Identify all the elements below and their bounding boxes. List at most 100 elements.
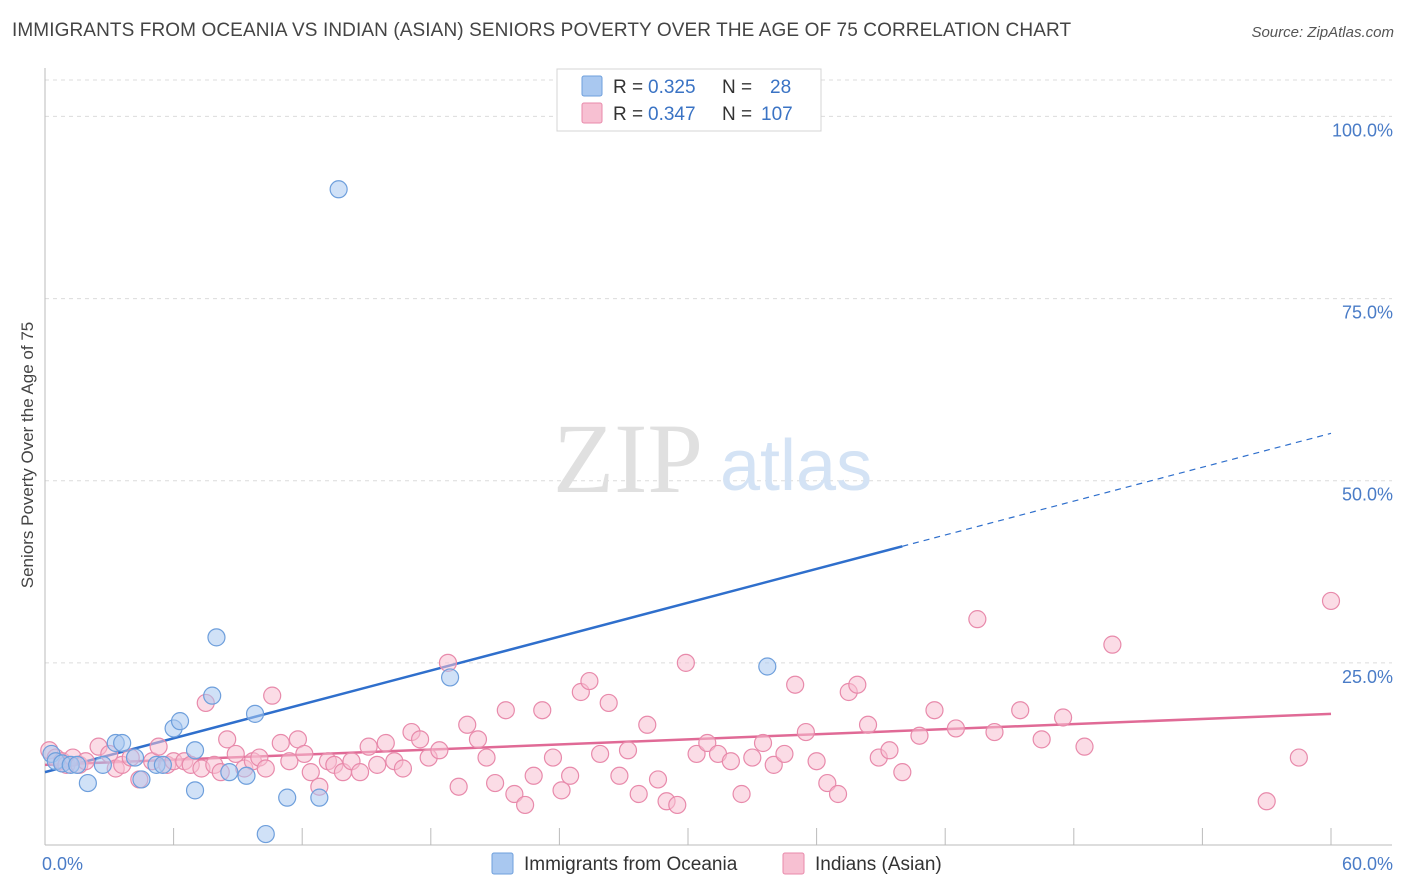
series-immigrants-oceania bbox=[42, 180, 777, 844]
point-oceania bbox=[93, 755, 112, 774]
point-indians bbox=[610, 766, 629, 785]
legend-r-label: R = bbox=[613, 104, 643, 125]
point-indians bbox=[226, 744, 245, 764]
point-indians bbox=[271, 733, 290, 753]
point-oceania bbox=[203, 686, 222, 705]
point-indians bbox=[880, 741, 899, 760]
point-indians bbox=[687, 744, 706, 764]
point-indians bbox=[505, 784, 524, 804]
series-indians-asian bbox=[40, 591, 1341, 815]
point-indians bbox=[552, 781, 571, 800]
point-indians bbox=[648, 770, 668, 789]
chart-title: IMMIGRANTS FROM OCEANIA VS INDIAN (ASIAN… bbox=[12, 20, 1072, 41]
point-indians bbox=[561, 766, 580, 785]
point-oceania bbox=[278, 788, 297, 807]
y-tick-labels: 25.0% 50.0% 75.0% 100.0% bbox=[1332, 120, 1393, 686]
point-indians bbox=[301, 763, 320, 782]
point-oceania bbox=[185, 781, 205, 800]
axes bbox=[44, 68, 1392, 846]
point-indians bbox=[580, 671, 599, 691]
point-oceania bbox=[237, 766, 256, 785]
point-indians bbox=[796, 722, 815, 742]
point-indians bbox=[985, 722, 1004, 742]
legend-r-value: 0.347 bbox=[648, 104, 696, 125]
point-indians bbox=[149, 737, 168, 756]
point-indians bbox=[1032, 730, 1051, 749]
point-indians bbox=[1011, 701, 1030, 720]
point-indians bbox=[591, 744, 610, 764]
watermark: ZIP atlas bbox=[553, 403, 872, 514]
point-indians bbox=[486, 773, 505, 793]
y-tick-label: 75.0% bbox=[1342, 303, 1393, 323]
point-oceania bbox=[125, 748, 145, 767]
point-indians bbox=[764, 755, 783, 774]
point-indians bbox=[848, 675, 867, 694]
legend-n-value: 28 bbox=[770, 77, 791, 98]
point-indians bbox=[295, 744, 314, 764]
legend-n-label: N = bbox=[722, 104, 752, 125]
trend-line-oceania bbox=[44, 545, 903, 774]
point-indians bbox=[393, 759, 413, 778]
point-indians bbox=[1257, 792, 1276, 811]
point-indians bbox=[533, 701, 552, 720]
point-indians bbox=[946, 719, 966, 738]
y-tick-label: 25.0% bbox=[1342, 667, 1393, 687]
point-indians bbox=[828, 784, 848, 804]
point-indians bbox=[786, 675, 805, 694]
point-indians bbox=[368, 755, 387, 774]
point-indians bbox=[668, 795, 687, 815]
gridlines bbox=[45, 79, 1392, 664]
point-oceania bbox=[245, 704, 265, 723]
bottom-legend-swatch-pink bbox=[782, 852, 805, 875]
point-indians bbox=[458, 715, 477, 734]
point-indians bbox=[359, 737, 378, 756]
legend-r-value: 0.325 bbox=[648, 77, 696, 98]
point-indians bbox=[1103, 635, 1122, 654]
x-tick-label-max: 60.0% bbox=[1342, 854, 1393, 874]
point-indians bbox=[496, 701, 515, 720]
x-tick-labels: 0.0% 60.0% bbox=[42, 854, 1393, 874]
point-indians bbox=[449, 777, 468, 796]
source-credit: Source: ZipAtlas.com bbox=[1251, 24, 1394, 41]
bottom-legend: Immigrants from Oceania Indians (Asian) bbox=[491, 852, 942, 875]
point-indians bbox=[543, 748, 563, 767]
point-oceania bbox=[207, 628, 226, 647]
point-oceania bbox=[256, 824, 275, 844]
bottom-legend-label-indians: Indians (Asian) bbox=[815, 854, 942, 875]
legend-n-value: 107 bbox=[761, 104, 793, 125]
y-tick-label: 50.0% bbox=[1342, 485, 1393, 505]
point-indians bbox=[410, 730, 430, 749]
point-indians bbox=[807, 752, 826, 771]
point-indians bbox=[218, 730, 237, 749]
trend-line-oceania-extended bbox=[902, 432, 1332, 547]
point-indians bbox=[599, 693, 618, 713]
bottom-legend-swatch-blue bbox=[491, 852, 514, 875]
point-oceania bbox=[185, 741, 205, 760]
y-tick-label: 100.0% bbox=[1332, 120, 1393, 140]
point-indians bbox=[1075, 737, 1094, 756]
point-indians bbox=[968, 610, 987, 629]
point-indians bbox=[524, 766, 543, 785]
legend-swatch-pink bbox=[581, 102, 603, 124]
point-oceania bbox=[170, 712, 190, 731]
point-indians bbox=[818, 773, 837, 793]
point-indians bbox=[893, 763, 912, 782]
point-indians bbox=[638, 715, 657, 734]
point-indians bbox=[1321, 591, 1341, 611]
point-indians bbox=[676, 653, 695, 672]
legend-n-label: N = bbox=[722, 77, 752, 98]
point-indians bbox=[775, 744, 794, 764]
x-tick-label-min: 0.0% bbox=[42, 854, 83, 874]
point-indians bbox=[430, 741, 449, 760]
top-legend: R = 0.325 N = 28 R = 0.347 N = 107 bbox=[556, 68, 822, 132]
point-indians bbox=[721, 752, 740, 771]
point-indians bbox=[256, 759, 275, 778]
point-indians bbox=[468, 730, 488, 749]
point-indians bbox=[280, 752, 299, 771]
point-oceania bbox=[758, 657, 777, 676]
point-indians bbox=[925, 701, 944, 720]
point-oceania bbox=[310, 788, 329, 807]
point-indians bbox=[910, 726, 929, 745]
point-indians bbox=[618, 741, 638, 760]
